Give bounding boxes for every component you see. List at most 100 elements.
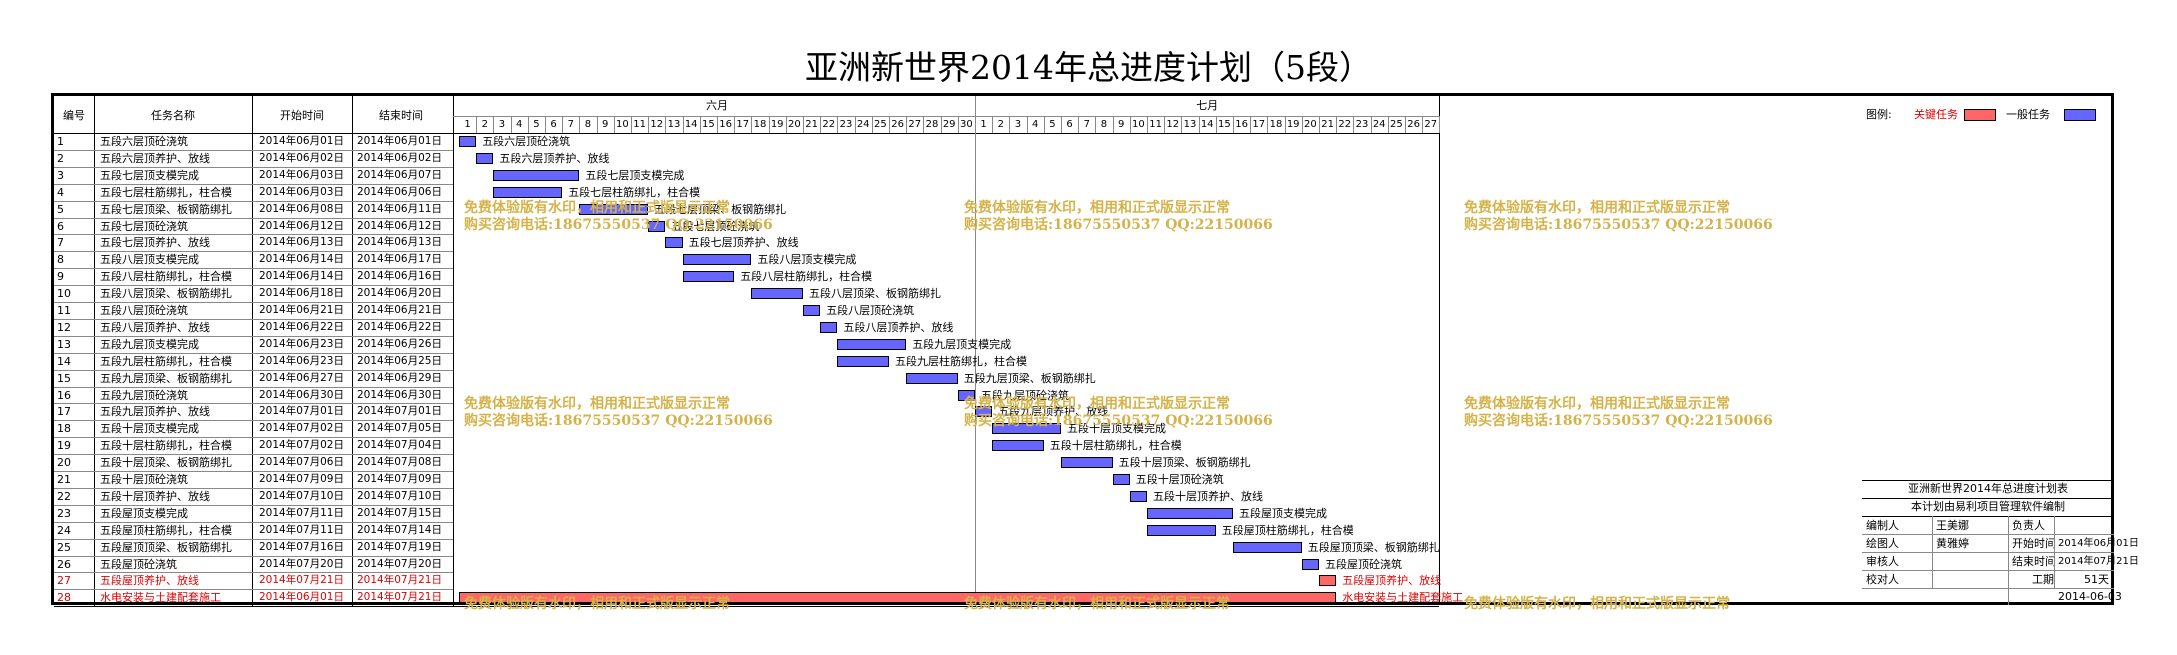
info-owner-label: 负责人 [2012,519,2045,532]
task-end: 2014年06月01日 [357,135,442,147]
task-id: 6 [57,219,64,233]
task-start: 2014年06月14日 [259,253,344,266]
task-name: 五段七层顶梁、板钢筋绑扎 [100,202,232,216]
day-june-2: 2 [481,119,488,130]
day-june-30: 30 [960,119,973,130]
task-end: 2014年06月17日 [357,253,442,266]
task-name: 五段八层顶砼浇筑 [100,304,188,317]
task-end: 2014年06月02日 [357,151,442,164]
task-id: 5 [57,202,64,216]
day-july-19: 19 [1286,119,1300,130]
info-drawer-label: 绘图人 [1866,537,1899,550]
task-name: 五段九层柱筋绑扎，柱合模 [100,354,232,368]
task-end: 2014年06月07日 [357,168,442,181]
task-bar[interactable] [493,169,580,181]
day-june-9: 9 [602,119,609,130]
task-end: 2014年06月16日 [357,270,442,283]
task-end: 2014年07月20日 [357,557,442,570]
task-bar[interactable] [665,237,683,249]
task-bar[interactable] [837,338,907,350]
task-bar[interactable] [975,406,993,418]
task-bar-label: 五段屋顶柱筋绑扎，柱合模 [1221,523,1354,537]
task-bar[interactable] [648,220,666,232]
task-bar[interactable] [751,288,803,300]
day-july-20: 20 [1304,119,1317,130]
task-bar[interactable] [1301,558,1319,570]
task-id: 19 [57,439,71,453]
task-id: 3 [57,168,64,182]
info-end: 2014年07月21日 [2058,556,2139,567]
task-bar[interactable] [1147,507,1233,519]
legend-label: 图例: [1866,108,1892,121]
day-june-28: 28 [925,119,939,130]
task-name: 五段八层顶支模完成 [100,253,199,267]
task-bar[interactable] [1147,524,1216,536]
header-month-july: 七月 [1196,99,1219,112]
task-start: 2014年07月16日 [259,540,344,553]
day-june-1: 1 [464,119,471,130]
day-june-5: 5 [533,119,540,130]
day-july-7: 7 [1083,119,1090,130]
info-duration-label: 工期 [2032,573,2054,586]
task-bar[interactable] [820,321,838,333]
task-bar[interactable] [476,152,494,164]
task-bar[interactable] [803,305,821,316]
task-bar-label: 五段十层顶砼浇筑 [1135,473,1224,486]
critical-task-bar[interactable] [1319,575,1337,587]
task-end: 2014年06月06日 [357,185,442,198]
task-id: 24 [57,523,71,537]
task-start: 2014年06月01日 [259,591,344,604]
task-bar[interactable] [493,186,563,198]
legend-critical-swatch [1964,109,1996,121]
task-start: 2014年06月23日 [259,354,344,367]
task-start: 2014年06月22日 [259,320,344,333]
task-id: 16 [57,388,71,402]
task-bar[interactable] [682,271,735,283]
task-bar-label: 五段六层顶砼浇筑 [482,135,571,148]
day-july-3: 3 [1014,119,1022,130]
day-july-18: 18 [1269,119,1283,130]
task-bar-label: 五段十层顶梁、板钢筋绑扎 [1118,456,1251,470]
task-bar-label: 五段九层顶砼浇筑 [981,388,1069,402]
task-bar[interactable] [1112,474,1130,485]
day-june-29: 29 [942,119,956,130]
task-bar[interactable] [1061,457,1113,469]
task-start: 2014年06月14日 [259,270,344,283]
task-bar-label: 五段屋顶支模完成 [1239,506,1327,520]
critical-task-bar[interactable] [459,592,1337,604]
task-bar[interactable] [957,389,975,401]
task-id: 23 [57,506,71,520]
task-bar[interactable] [459,136,477,147]
task-start: 2014年07月06日 [259,456,344,469]
task-id: 17 [57,405,71,419]
task-bar[interactable] [906,372,958,384]
task-bar-label: 五段七层顶砼浇筑 [671,219,760,233]
watermark-line2: 购买咨询电话:18675550537 QQ:22150066 [1464,413,1773,429]
task-bar[interactable] [1129,490,1147,502]
task-name: 五段十层顶梁、板钢筋绑扎 [100,456,232,470]
task-bar[interactable] [992,440,1044,452]
legend-normal-swatch [2064,109,2096,121]
task-name: 五段屋顶顶梁、板钢筋绑扎 [100,540,232,554]
day-june-7: 7 [567,119,574,130]
task-bar[interactable] [992,423,1061,435]
day-june-6: 6 [550,119,557,130]
task-start: 2014年07月11日 [259,506,344,519]
task-bar-label: 五段八层顶支模完成 [757,253,857,267]
task-bar[interactable] [579,203,649,215]
task-name: 五段屋顶养护、放线 [100,574,199,588]
day-july-22: 22 [1338,119,1352,130]
day-july-1: 1 [980,119,987,130]
watermark-line2: 购买咨询电话:18675550537 QQ:22150066 [464,217,773,233]
task-bar[interactable] [837,355,889,367]
task-bar[interactable] [682,254,752,266]
task-bar-label: 五段十层顶支模完成 [1067,422,1166,436]
task-name: 五段六层顶砼浇筑 [100,135,188,148]
day-july-16: 16 [1235,119,1248,130]
task-start: 2014年07月11日 [259,523,344,536]
day-june-17: 17 [736,119,750,130]
task-end: 2014年06月11日 [357,202,442,215]
task-id: 27 [57,574,71,588]
task-bar[interactable] [1233,541,1302,553]
day-july-2: 2 [997,119,1004,130]
